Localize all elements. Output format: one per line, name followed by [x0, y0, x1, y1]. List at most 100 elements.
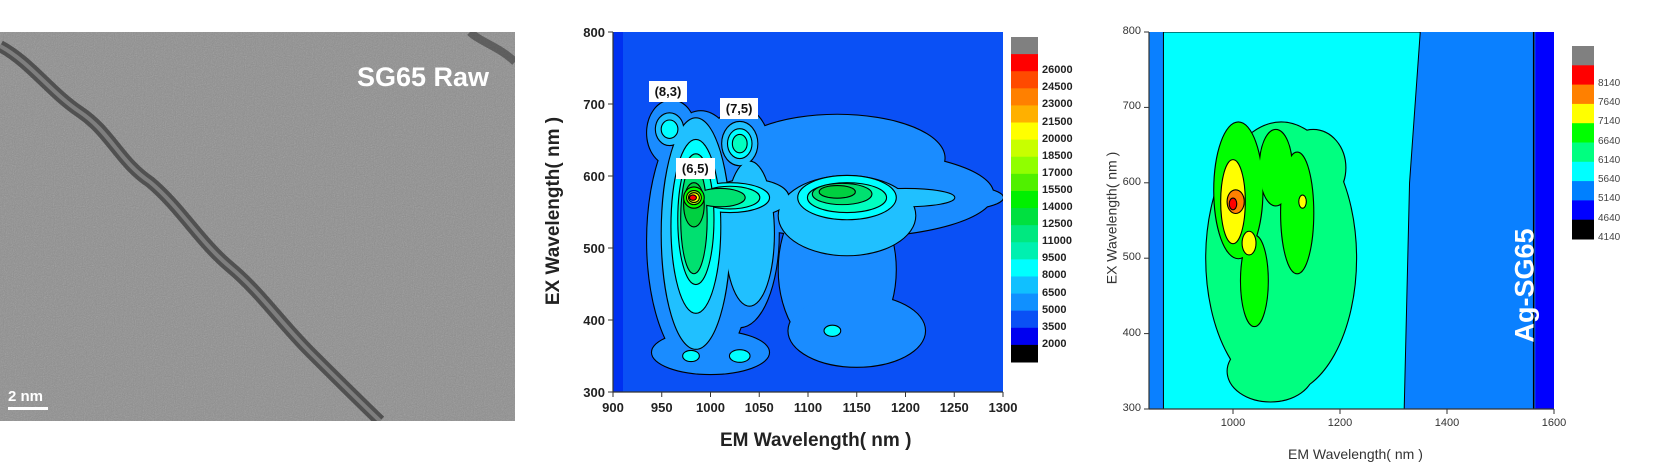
contour-level-2	[683, 350, 699, 362]
x-tick-label: 1200	[891, 400, 920, 415]
tem-image	[0, 32, 515, 421]
y-tick-label: 400	[1122, 326, 1141, 339]
y-tick-label: 600	[583, 169, 605, 184]
legend-swatch	[1011, 139, 1038, 158]
legend-label: 4640	[1598, 212, 1621, 224]
legend-swatch	[1011, 37, 1038, 55]
legend-swatch	[1011, 208, 1038, 226]
x-tick-label: 1200	[1327, 417, 1353, 429]
legend-label: 6500	[1042, 286, 1067, 299]
legend-label: 6140	[1598, 154, 1621, 166]
y-tick-label: 500	[583, 241, 605, 256]
sample-label: SG65 Raw	[357, 62, 490, 92]
contour-level-9	[690, 195, 696, 200]
legend-label: 21500	[1042, 115, 1073, 128]
y-tick-label: 700	[583, 97, 605, 112]
contour-level-0	[788, 294, 925, 367]
legend-label: 8000	[1042, 269, 1067, 282]
contour-level-4	[695, 188, 745, 207]
contour-level-0	[1227, 341, 1314, 402]
legend-swatch	[1572, 181, 1594, 201]
legend-swatch	[1011, 259, 1038, 277]
x-tick-label: 1400	[1434, 417, 1460, 429]
legend-swatch	[1011, 122, 1038, 141]
legend-swatch	[1011, 190, 1038, 209]
y-tick-label: 600	[1122, 175, 1141, 188]
legend-label: 8140	[1598, 77, 1621, 89]
x-axis-label: EM Wavelength( nm )	[1288, 446, 1423, 462]
x-tick-label: 1050	[744, 400, 774, 415]
legend-label: 24500	[1042, 81, 1073, 94]
legend-label: 11000	[1042, 235, 1072, 248]
legend-label: 4140	[1598, 232, 1621, 243]
legend-swatch	[1572, 84, 1594, 105]
x-tick-label: 1600	[1541, 417, 1567, 429]
contour-level-2	[1242, 231, 1256, 255]
legend-label: 23000	[1042, 98, 1073, 111]
legend-swatch	[1011, 173, 1038, 192]
legend-swatch	[1572, 161, 1594, 182]
legend-label: 5640	[1598, 174, 1621, 186]
legend-swatch	[1572, 200, 1594, 221]
peak-label: (7,5)	[719, 97, 759, 119]
peak-label: (6,5)	[675, 157, 715, 179]
legend-swatch	[1011, 88, 1038, 106]
chart-title: Ag-SG65	[1509, 228, 1540, 343]
x-tick-label: 900	[602, 400, 624, 415]
legend-label: 12500	[1042, 218, 1073, 231]
x-tick-label: 950	[650, 400, 673, 415]
legend-label: 17000	[1042, 166, 1073, 179]
legend-swatch	[1572, 103, 1594, 124]
y-tick-label: 800	[583, 25, 605, 40]
legend-swatch	[1011, 225, 1038, 243]
x-tick-label: 1000	[1220, 417, 1246, 429]
y-tick-label: 800	[1122, 25, 1141, 37]
x-axis-label: EM Wavelength( nm )	[720, 430, 912, 451]
legend-swatch	[1011, 327, 1038, 346]
legend-label: 6640	[1598, 135, 1621, 147]
contour-level-2	[1299, 195, 1306, 208]
y-tick-label: 700	[1122, 100, 1141, 113]
contour-level-2	[661, 120, 678, 138]
legend-label: 5000	[1042, 303, 1067, 316]
x-tick-label: 1300	[988, 400, 1018, 415]
legend-label: 26000	[1042, 64, 1073, 77]
legend-swatch	[1011, 54, 1038, 72]
contour-region	[1535, 32, 1554, 409]
legend-swatch	[1011, 71, 1038, 89]
legend-swatch	[1011, 242, 1038, 260]
x-tick-label: 1000	[696, 400, 725, 415]
legend-swatch	[1011, 293, 1038, 312]
scale-bar-label: 2 nm	[8, 388, 44, 405]
legend-swatch	[1572, 219, 1594, 240]
contour-level-0	[730, 114, 945, 202]
legend-swatch	[1572, 65, 1594, 86]
y-tick-label: 300	[1122, 402, 1141, 414]
contour-level-2	[730, 350, 750, 362]
y-axis-label: EX Wavelength( nm )	[1103, 151, 1120, 285]
edge-strip	[613, 32, 623, 392]
legend-label: 20000	[1042, 132, 1073, 145]
x-tick-label: 1150	[842, 400, 871, 415]
legend-label: 2000	[1042, 337, 1067, 350]
contour-level-0	[652, 330, 769, 374]
peak-label: (8,3)	[648, 81, 688, 103]
legend-swatch	[1572, 142, 1594, 163]
legend-swatch	[1572, 123, 1594, 143]
contour-level-2	[824, 325, 841, 336]
legend-swatch	[1011, 344, 1038, 363]
contour-level-5	[819, 186, 855, 198]
contour-level-1	[1281, 152, 1314, 274]
legend-label: 7640	[1598, 96, 1621, 108]
legend-label: 5140	[1598, 193, 1621, 205]
legend-swatch	[1011, 276, 1038, 295]
x-tick-label: 1100	[793, 400, 823, 415]
legend-label: 9500	[1042, 252, 1067, 265]
legend-swatch	[1011, 310, 1038, 329]
legend-label: 3500	[1042, 320, 1067, 333]
y-tick-label: 300	[583, 385, 605, 400]
legend-label: 7140	[1598, 116, 1621, 128]
legend-swatch	[1011, 156, 1038, 175]
tem-image-panel	[0, 32, 515, 421]
